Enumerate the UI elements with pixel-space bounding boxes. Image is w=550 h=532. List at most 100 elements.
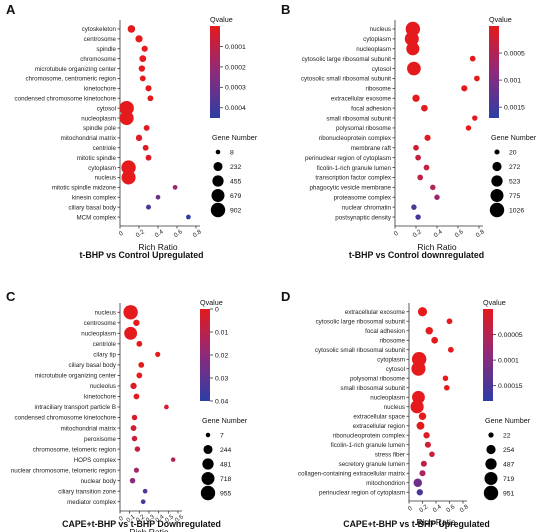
data-point	[424, 134, 431, 141]
category-label: perinuclear region of cytoplasm	[319, 489, 405, 496]
size-legend-dot	[202, 458, 214, 470]
x-tick-label: 0.2	[135, 513, 147, 524]
size-legend-dot	[483, 485, 499, 501]
category-label: nuclear chromosome, telomeric region	[11, 467, 117, 474]
category-label: chromosome	[80, 56, 116, 63]
category-label: mitochondrial matrix	[61, 135, 117, 142]
category-label: nucleus	[384, 404, 405, 411]
data-point	[124, 326, 138, 340]
size-legend-dot	[201, 472, 215, 485]
x-tick-label: 0.1	[125, 513, 137, 524]
data-point	[465, 125, 472, 131]
data-point	[413, 144, 419, 151]
panel-letter: A	[6, 2, 16, 17]
gene-number-legend-title: Gene Number	[491, 133, 537, 142]
category-label: nucleus	[95, 309, 116, 316]
size-legend-dot	[205, 432, 211, 438]
size-legend-dot	[491, 175, 503, 187]
category-label: polysomal ribosome	[350, 375, 406, 382]
x-tick-label: 0	[407, 505, 414, 513]
category-label: ribonucleoprotein complex	[333, 432, 406, 439]
category-label: cytosolic large ribosomal subunit	[316, 318, 406, 325]
panel-letter: C	[6, 289, 16, 304]
x-tick-label: 0.5	[164, 513, 176, 524]
data-point	[404, 31, 419, 46]
data-point	[135, 35, 143, 43]
category-label: cytosol	[386, 366, 405, 373]
category-label: small ribosomal subunit	[340, 385, 405, 392]
panel-title: t-BHP vs Control Upregulated	[80, 250, 204, 260]
size-legend-label: 902	[230, 207, 242, 214]
size-legend-dot	[213, 161, 223, 172]
category-label: cytoskeleton	[82, 26, 117, 33]
gene-number-legend-title: Gene Number	[212, 133, 258, 142]
size-legend-dot	[200, 485, 216, 501]
x-tick-label: 0.8	[475, 228, 487, 239]
category-label: kinesin complex	[72, 194, 117, 201]
category-label: kinetochore	[84, 394, 117, 401]
x-tick-label: 0.6	[454, 228, 466, 239]
category-label: extracellular space	[353, 413, 405, 420]
x-tick-label: 0.2	[418, 503, 430, 514]
data-point	[134, 446, 141, 452]
size-legend-label: 254	[503, 447, 515, 454]
data-point	[127, 25, 136, 33]
data-point	[119, 100, 134, 116]
panel-title: CAPE+t-BHP vs t-BHP Downregulated	[62, 519, 221, 529]
category-label: nucleoplasm	[370, 394, 405, 401]
data-point	[170, 457, 176, 462]
size-legend-dot	[215, 149, 221, 155]
data-point	[407, 61, 421, 76]
category-label: condensed chromosome kinetochore	[15, 95, 117, 102]
data-point	[417, 174, 424, 181]
category-label: ribonucleoprotein complex	[319, 135, 392, 142]
data-point	[172, 184, 178, 190]
data-point	[119, 111, 134, 126]
size-legend-label: 955	[220, 490, 232, 497]
data-point	[420, 460, 427, 467]
x-tick-label: 0	[118, 515, 125, 523]
size-legend-label: 244	[220, 447, 232, 454]
category-label: extracellular exosome	[331, 95, 392, 102]
data-point	[121, 160, 136, 175]
data-point	[472, 115, 478, 121]
data-point	[129, 477, 136, 484]
category-label: cytosolic large ribosomal subunit	[302, 56, 392, 63]
colorbar-tick-label: 0.00005	[498, 332, 523, 339]
size-legend-label: 523	[509, 178, 521, 185]
size-legend-dot	[492, 161, 502, 172]
category-label: extracellular exosome	[345, 309, 406, 316]
x-tick-label: 0.8	[459, 503, 471, 514]
category-label: ficolin-1-rich granule lumen	[331, 442, 406, 449]
category-label: nuclear body	[81, 478, 117, 485]
data-point	[442, 375, 449, 382]
colorbar-tick-label: 0.0004	[225, 105, 246, 112]
x-tick-label: 0.4	[432, 503, 444, 514]
category-label: microtubule organizing center	[35, 373, 116, 380]
data-point	[415, 154, 421, 161]
data-point	[131, 435, 138, 442]
category-label: MCM complex	[76, 214, 116, 221]
data-point	[131, 414, 138, 421]
colorbar-tick-label: 0.04	[215, 398, 228, 405]
category-label: membrane raft	[351, 145, 392, 152]
data-point	[474, 75, 480, 82]
size-legend-label: 22	[503, 432, 511, 439]
colorbar-tick-label: 0.01	[215, 329, 228, 336]
category-label: cytosolic small ribosomal subunit	[301, 76, 391, 83]
gene-number-legend-title: Gene Number	[485, 416, 531, 425]
category-label: extracellular region	[353, 423, 406, 430]
colorbar-tick-label: 0.00015	[498, 383, 523, 390]
category-label: stress fiber	[375, 451, 405, 458]
category-label: spindle	[96, 46, 116, 53]
colorbar-tick-label: 0.0002	[225, 64, 246, 71]
data-point	[140, 499, 146, 505]
data-point	[446, 318, 453, 325]
data-point	[130, 425, 137, 431]
size-legend-dot	[212, 175, 224, 187]
size-legend-label: 272	[509, 164, 521, 171]
category-label: postsynaptic density	[335, 214, 392, 221]
size-legend-label: 951	[503, 490, 515, 497]
